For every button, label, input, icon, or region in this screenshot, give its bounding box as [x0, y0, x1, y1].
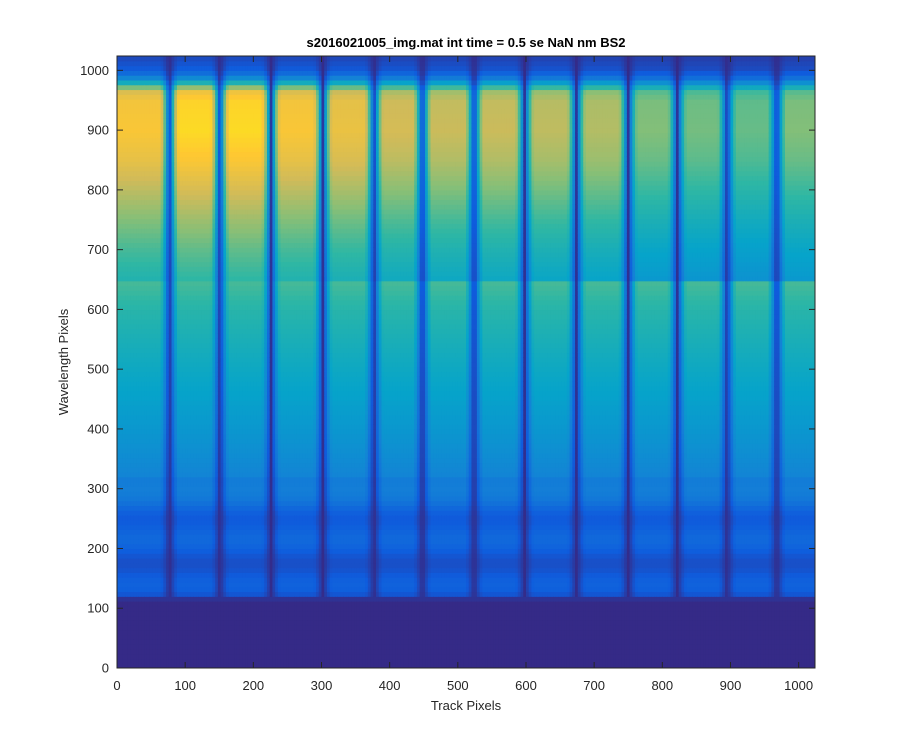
plot-area [117, 56, 816, 669]
heatmap-layer [117, 56, 816, 669]
chart-title: s2016021005_img.mat int time = 0.5 se Na… [306, 35, 625, 50]
